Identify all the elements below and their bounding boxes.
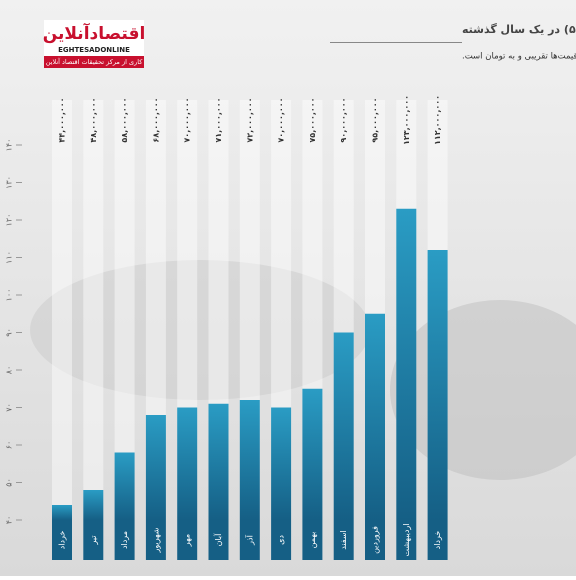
- chart-subtitle: قیمت‌ها تقریبی و به تومان است.: [462, 52, 576, 62]
- value-label: ۶۸,۰۰۰,۰۰۰: [151, 97, 160, 142]
- x-tick-label: مهر: [183, 534, 192, 547]
- bar-base: [114, 520, 135, 560]
- bar-base: [83, 520, 104, 560]
- column-track: [114, 100, 135, 560]
- bar: [302, 388, 323, 520]
- bar: [365, 313, 385, 520]
- x-tick-label: تیر: [89, 535, 98, 545]
- brand-tagline: کاری از مرکز تحقیقات اقتصاد آنلاین: [46, 57, 144, 66]
- value-label: ۷۲,۰۰۰,۰۰۰: [245, 97, 254, 142]
- x-tick-label: خرداد: [433, 531, 442, 550]
- value-label: ۱۲۳,۰۰۰,۰۰۰: [402, 95, 411, 145]
- brand-latin: EGHTESADONLINE: [58, 46, 130, 54]
- bar: [208, 403, 229, 520]
- chart-title: نوسانات قیمت پژو ۲۰۶ ( تیپ ۵) در یک سال …: [462, 23, 576, 36]
- y-tick-label: ۷۰: [5, 403, 14, 412]
- y-tick-label: ۱۴۰: [5, 139, 14, 152]
- bar-base: [177, 520, 198, 560]
- y-tick-label: ۱۰۰: [5, 289, 14, 302]
- bar-base: [145, 520, 166, 560]
- logo-box: [44, 20, 144, 56]
- y-tick-label: ۸۰: [5, 366, 14, 375]
- bar: [52, 505, 72, 520]
- value-label: ۹۰,۰۰۰,۰۰۰: [339, 97, 348, 142]
- value-label: ۷۰,۰۰۰,۰۰۰: [277, 97, 286, 142]
- value-label: ۷۵,۰۰۰,۰۰۰: [308, 97, 317, 142]
- x-tick-label: بهمن: [308, 532, 317, 549]
- bar: [145, 415, 166, 520]
- bar: [333, 332, 354, 520]
- x-tick-label: خرداد: [58, 531, 67, 550]
- car-silhouette: [30, 260, 370, 400]
- bar-base: [239, 520, 260, 560]
- bar-base: [365, 520, 385, 560]
- x-tick-label: اردیبهشت: [402, 524, 411, 557]
- bar: [271, 407, 292, 520]
- value-label: ۵۸,۰۰۰,۰۰۰: [120, 97, 129, 142]
- value-label: ۴۴,۰۰۰,۰۰۰: [58, 97, 67, 142]
- y-tick-label: ۶۰: [5, 441, 14, 450]
- value-label: ۴۸,۰۰۰,۰۰۰: [89, 97, 98, 142]
- y-tick-label: ۹۰: [5, 328, 14, 337]
- x-tick-label: آذر: [244, 534, 254, 545]
- x-tick-label: آبان: [213, 533, 223, 547]
- y-tick-label: ۱۱۰: [5, 251, 14, 264]
- value-label: ۷۰,۰۰۰,۰۰۰: [183, 97, 192, 142]
- bar-base: [302, 520, 323, 560]
- x-tick-label: شهریور: [151, 527, 160, 553]
- bar: [396, 208, 417, 520]
- bar-base: [271, 520, 292, 560]
- bar: [83, 490, 104, 520]
- bar: [114, 452, 135, 520]
- y-tick-label: ۱۳۰: [5, 176, 14, 189]
- y-tick-label: ۴۰: [5, 516, 14, 525]
- x-tick-label: دی: [277, 535, 286, 545]
- brand-name: اقتصادآنلاین: [43, 22, 146, 44]
- value-label: ۱۱۲,۰۰۰,۰۰۰: [433, 95, 442, 145]
- title-rule: [330, 42, 462, 43]
- bar-base: [333, 520, 354, 560]
- bar-base: [396, 520, 417, 560]
- value-label: ۹۵,۰۰۰,۰۰۰: [371, 97, 380, 142]
- tagline-box: [44, 56, 144, 68]
- x-tick-label: اسفند: [339, 530, 348, 550]
- value-label: ۷۱,۰۰۰,۰۰۰: [214, 97, 223, 142]
- bar-base: [52, 520, 72, 560]
- x-tick-label: فروردین: [371, 526, 380, 554]
- column-track: [52, 100, 72, 560]
- x-tick-label: مرداد: [120, 531, 129, 549]
- y-tick-label: ۵۰: [5, 478, 14, 487]
- bar-base: [208, 520, 229, 560]
- bar-base: [427, 520, 448, 560]
- bar: [427, 250, 448, 520]
- y-tick-label: ۱۲۰: [5, 214, 14, 227]
- column-track: [83, 100, 104, 560]
- bar: [177, 407, 198, 520]
- bar: [239, 400, 260, 520]
